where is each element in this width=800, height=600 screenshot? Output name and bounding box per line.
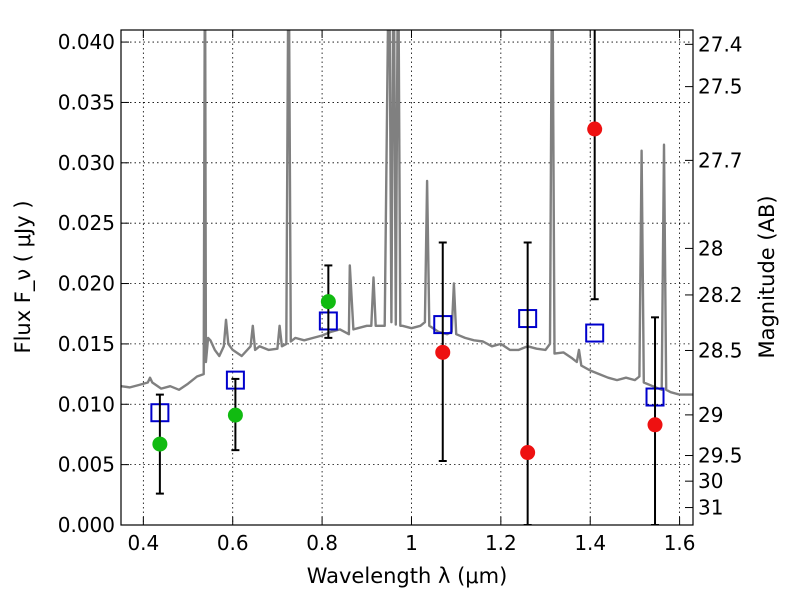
y-axis-label: Flux F_ν ( μJy ) [11, 200, 36, 353]
right-tick-label: 27.7 [698, 148, 743, 172]
observed-point-marker [520, 445, 536, 461]
right-tick-label: 29 [698, 403, 723, 427]
observed-point-marker [152, 436, 168, 452]
x-tick-label: 1 [405, 531, 418, 555]
right-tick-label: 31 [698, 496, 723, 520]
observed-point-marker [320, 294, 336, 310]
right-axis-label: Magnitude (AB) [755, 195, 779, 358]
plot-area [121, 30, 693, 525]
y-tick-label: 0.005 [58, 453, 115, 477]
y-tick-label: 0.030 [58, 151, 115, 175]
x-tick-label: 0.6 [217, 531, 249, 555]
x-tick-label: 1.6 [664, 531, 696, 555]
right-tick-label: 30 [698, 469, 723, 493]
model-point-marker [585, 323, 605, 343]
y-tick-label: 0.020 [58, 272, 115, 296]
right-tick-label: 28.2 [698, 283, 743, 307]
right-tick-label: 28.5 [698, 338, 743, 362]
right-tick-label: 27.5 [698, 75, 743, 99]
right-tick-label: 28 [698, 236, 723, 260]
model-spectrum-line [121, 30, 693, 396]
y-tick-label: 0.025 [58, 211, 115, 235]
observed-point-marker [587, 121, 603, 137]
right-tick-label: 27.4 [698, 32, 743, 56]
observed-point-marker [647, 417, 663, 433]
observed-point-marker [435, 344, 451, 360]
x-tick-label: 1.2 [485, 531, 517, 555]
x-tick-label: 0.4 [127, 531, 159, 555]
grid [121, 30, 693, 526]
ticks: 0.4 0.6 0.8 1 1.2 1.4 1.6 0.000 0.005 0.010 0.015 0… [58, 30, 743, 555]
y-tick-label: 0.015 [58, 332, 115, 356]
y-tick-label: 0.000 [58, 513, 115, 537]
plot-frame [120, 29, 694, 526]
x-tick-label: 1.4 [574, 531, 606, 555]
y-tick-label: 0.035 [58, 90, 115, 114]
x-tick-label: 0.8 [306, 531, 338, 555]
x-axis-label: Wavelength λ (μm) [307, 564, 508, 588]
y-tick-label: 0.010 [58, 392, 115, 416]
y-tick-label: 0.040 [58, 30, 115, 54]
right-tick-label: 29.5 [698, 444, 743, 468]
observed-point-marker [227, 407, 243, 423]
